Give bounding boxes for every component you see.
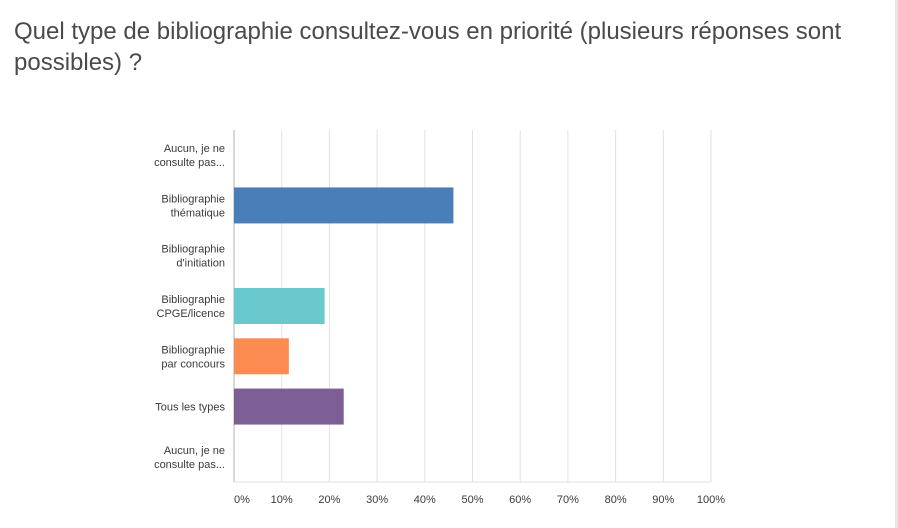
x-tick-label: 70% — [557, 494, 579, 506]
category-label: Aucun, je ne — [164, 143, 225, 155]
bar — [234, 388, 344, 425]
category-label: consulte pas... — [154, 157, 225, 169]
x-tick-label: 60% — [509, 494, 531, 506]
bar — [234, 187, 454, 224]
category-label: Bibliographie — [161, 294, 225, 306]
x-tick-label: 20% — [318, 494, 340, 506]
x-tick-label: 80% — [605, 494, 627, 506]
bar — [234, 338, 289, 375]
category-label: par concours — [161, 358, 225, 370]
category-label: consulte pas... — [154, 459, 225, 471]
bar — [234, 288, 325, 324]
category-label: Bibliographie — [161, 193, 225, 205]
x-tick-label: 0% — [234, 494, 250, 506]
x-tick-label: 40% — [414, 494, 436, 506]
x-tick-label: 50% — [461, 494, 483, 506]
category-label: Bibliographie — [161, 244, 225, 256]
x-tick-label: 10% — [271, 494, 293, 506]
x-tick-label: 100% — [697, 494, 725, 506]
category-label: thématique — [171, 207, 225, 219]
question-title: Quel type de bibliographie consultez-vou… — [14, 18, 842, 76]
window-edge — [895, 0, 898, 528]
category-label: d'initiation — [176, 258, 225, 270]
category-label: Aucun, je ne — [164, 445, 225, 457]
category-label: Bibliographie — [161, 344, 225, 356]
x-tick-label: 90% — [652, 494, 674, 506]
category-label: CPGE/licence — [157, 308, 225, 320]
category-label: Tous les types — [155, 402, 225, 414]
x-tick-label: 30% — [366, 494, 388, 506]
